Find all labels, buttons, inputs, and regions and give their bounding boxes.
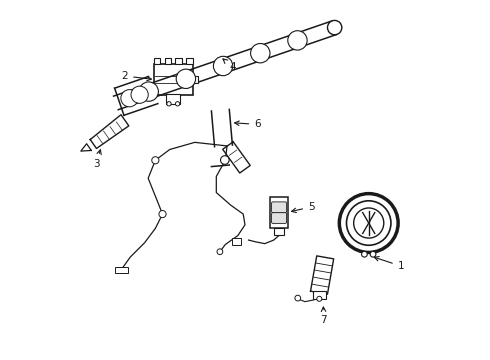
Circle shape bbox=[220, 156, 229, 164]
Bar bbox=[274, 228, 284, 235]
Circle shape bbox=[214, 56, 233, 76]
Text: 2: 2 bbox=[122, 71, 151, 81]
Bar bbox=[313, 291, 326, 299]
Circle shape bbox=[370, 251, 376, 257]
Bar bbox=[175, 58, 182, 64]
Circle shape bbox=[317, 296, 322, 301]
Text: 4: 4 bbox=[223, 59, 236, 72]
Bar bbox=[232, 238, 242, 244]
Circle shape bbox=[175, 102, 180, 106]
Circle shape bbox=[250, 44, 270, 63]
Circle shape bbox=[121, 90, 138, 107]
Circle shape bbox=[295, 295, 301, 301]
Bar bbox=[270, 197, 288, 228]
Bar bbox=[154, 58, 160, 64]
Bar bbox=[193, 76, 198, 83]
Circle shape bbox=[159, 211, 166, 218]
Circle shape bbox=[217, 249, 223, 255]
Polygon shape bbox=[90, 115, 129, 148]
Bar bbox=[153, 64, 193, 95]
Text: 7: 7 bbox=[320, 307, 327, 325]
Circle shape bbox=[362, 251, 368, 257]
Bar bbox=[186, 58, 193, 64]
Text: 1: 1 bbox=[374, 257, 404, 271]
Circle shape bbox=[139, 82, 158, 101]
Circle shape bbox=[288, 31, 307, 50]
Text: 6: 6 bbox=[235, 120, 261, 129]
Circle shape bbox=[131, 86, 148, 103]
Polygon shape bbox=[81, 144, 91, 151]
Polygon shape bbox=[223, 142, 250, 173]
Circle shape bbox=[176, 69, 196, 89]
Bar bbox=[115, 267, 128, 273]
Circle shape bbox=[354, 208, 384, 238]
Bar bbox=[165, 58, 171, 64]
Text: 5: 5 bbox=[292, 202, 315, 212]
Circle shape bbox=[327, 21, 342, 35]
Text: 3: 3 bbox=[93, 150, 101, 169]
Bar bbox=[166, 94, 180, 104]
FancyBboxPatch shape bbox=[271, 202, 287, 213]
Polygon shape bbox=[311, 256, 334, 294]
Circle shape bbox=[152, 157, 159, 164]
Circle shape bbox=[167, 102, 171, 106]
FancyBboxPatch shape bbox=[271, 213, 287, 224]
